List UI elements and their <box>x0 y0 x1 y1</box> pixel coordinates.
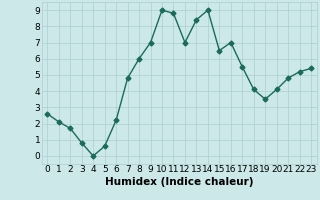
X-axis label: Humidex (Indice chaleur): Humidex (Indice chaleur) <box>105 177 253 187</box>
